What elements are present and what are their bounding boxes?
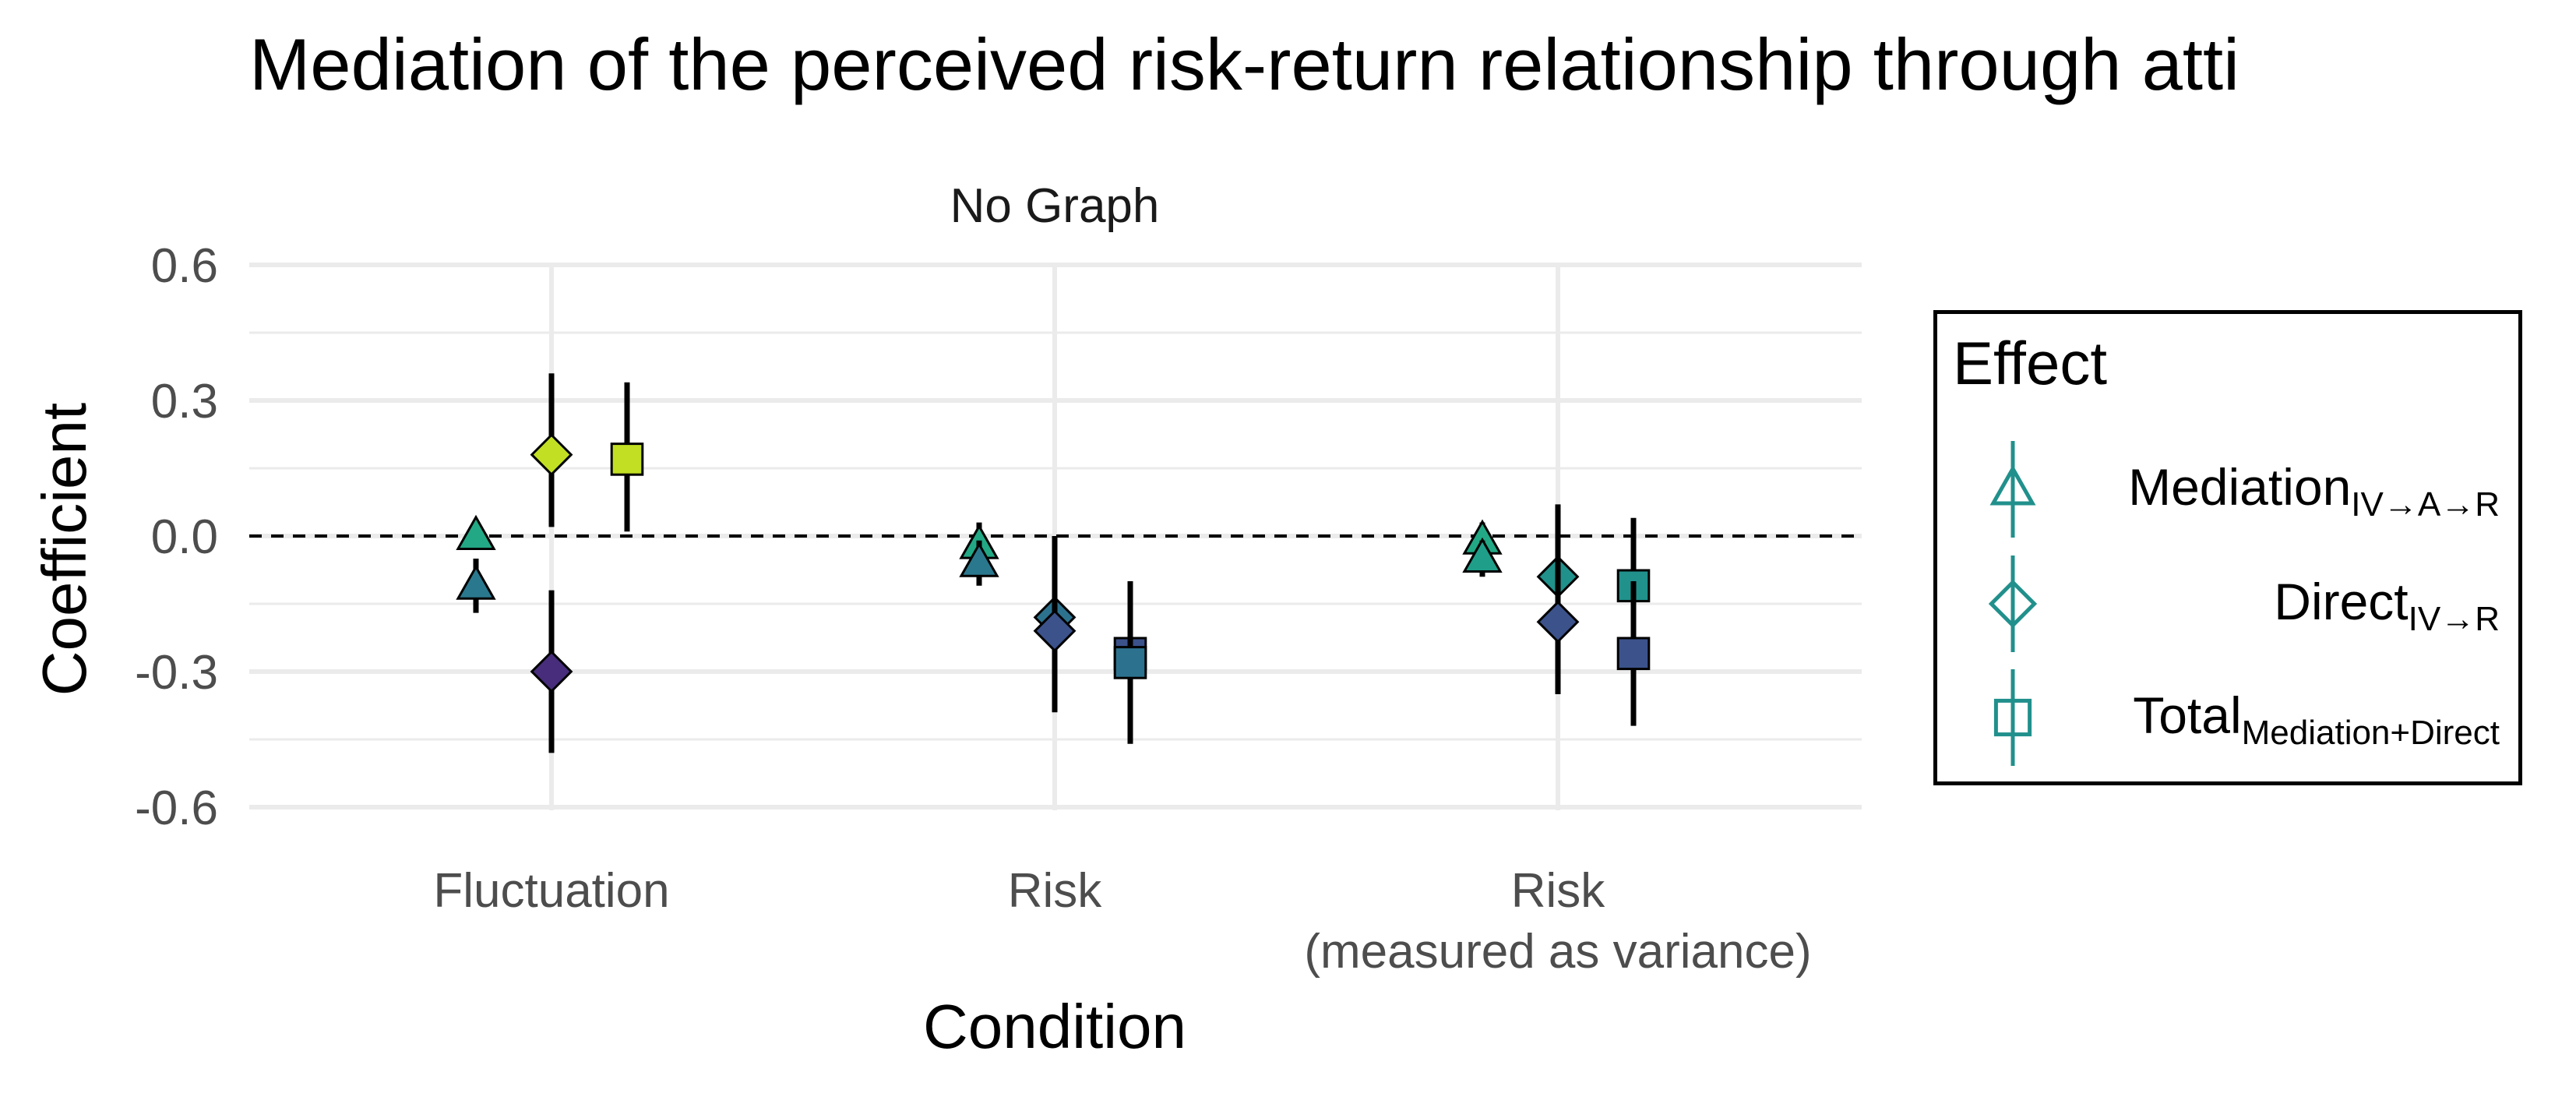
triangle-point	[1462, 537, 1503, 573]
legend-triangle-icon	[1989, 464, 2036, 506]
y-tick-labels: 0.6 0.3 0.0 -0.3 -0.6	[135, 239, 218, 835]
x-tick-label: Fluctuation	[433, 864, 669, 918]
y-tick-label: 0.0	[151, 510, 218, 564]
legend: Effect MediationIV→A→R DirectIV→R TotalMed…	[1933, 310, 2522, 785]
panel-label: No Graph	[950, 179, 1160, 233]
legend-item-direct: DirectIV→R	[1988, 556, 2500, 652]
x-tick-label: (measured as variance)	[1304, 925, 1811, 979]
diamond-point	[530, 433, 573, 477]
legend-label: TotalMediation+Direct	[2133, 686, 2500, 752]
triangle-point	[456, 564, 496, 600]
chart-title: Mediation of the perceived risk-return r…	[249, 23, 2239, 105]
y-axis-label: Coefficient	[30, 403, 99, 697]
diamond-point	[1536, 600, 1580, 644]
x-tick-label: Risk	[1511, 864, 1606, 918]
y-tick-label: 0.3	[151, 375, 218, 429]
y-tick-label: -0.6	[135, 781, 218, 835]
x-axis-label: Condition	[923, 992, 1186, 1061]
diamond-point	[1033, 609, 1077, 653]
data-marks	[456, 373, 1651, 753]
square-point	[1113, 646, 1147, 679]
legend-diamond-icon	[1988, 579, 2038, 629]
legend-item-mediation: MediationIV→A→R	[1989, 441, 2500, 538]
triangle-point	[456, 514, 496, 550]
legend-square-icon	[1993, 698, 2032, 737]
x-tick-labels: Fluctuation Risk Risk (measured as variance…	[433, 864, 1811, 979]
square-point	[1616, 637, 1651, 671]
square-point	[610, 443, 644, 476]
y-tick-label: 0.6	[151, 239, 218, 293]
triangle-point	[959, 541, 999, 577]
y-tick-label: -0.3	[135, 646, 218, 700]
legend-label: DirectIV→R	[2274, 573, 2500, 638]
diamond-point	[530, 650, 573, 693]
legend-label: MediationIV→A→R	[2128, 458, 2500, 524]
legend-title: Effect	[1953, 329, 2107, 397]
x-tick-label: Risk	[1008, 864, 1103, 918]
legend-item-total: TotalMediation+Direct	[1993, 669, 2500, 766]
